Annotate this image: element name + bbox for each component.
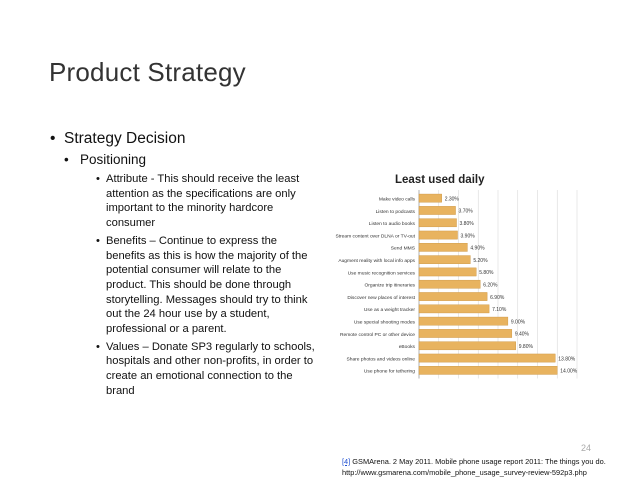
citation-ref-link[interactable]: [4] [342,457,351,466]
bar [418,230,458,240]
bar [418,206,456,215]
data-label: 9.80% [519,344,534,350]
data-label: 3.70% [459,209,474,215]
citation: [4] GSMArena. 2 May 2011. Mobile phone u… [342,456,638,478]
data-label: 6.90% [490,295,505,301]
slide-title: Product Strategy [49,57,246,87]
bar [418,304,490,314]
bullet-attribute: • Attribute - This should receive the le… [96,172,320,231]
citation-text: GSMArena. 2 May 2011. Mobile phone usage… [350,457,606,466]
page-number: 24 [581,443,592,453]
bar [418,255,471,264]
bullet-values-text: Values – Donate SP3 regularly to schools… [106,340,315,397]
bar [418,279,481,289]
bar [418,353,556,363]
category-label: Make video calls [379,196,416,202]
bullet-dot-icon: • [96,234,100,247]
bullet-dot-icon: • [96,173,100,185]
bar [418,366,558,375]
category-label: Listen to podcasts [376,209,416,215]
data-label: 13.80% [558,356,576,362]
category-label: Remote control PC or other device [340,332,415,338]
data-label: 14.00% [560,369,578,375]
bar [418,193,442,203]
category-label: Stream content over DLNA or TV-out [335,233,415,239]
bullet-list: • Strategy Decision • Positioning • Attr… [50,130,320,399]
data-label: 9.40% [515,332,530,338]
category-label: Share photos and videos online [346,356,415,362]
category-label: Use phone for tethering [364,369,415,375]
category-label: Discover new places of interest [347,295,415,301]
bullet-values: • Values – Donate SP3 regularly to schoo… [96,340,320,399]
category-label: eBooks [399,344,416,350]
bullet-attribute-text: Attribute - This should receive the leas… [106,173,300,230]
citation-url[interactable]: http://www.gsmarena.com/mobile_phone_usa… [342,468,587,477]
data-label: 6.20% [483,282,498,288]
data-label: 7.10% [492,307,507,313]
bullet-dot-icon: • [50,130,56,147]
least-used-daily-chart: Make video calls 2.30% Listen to podcasts 3… [327,172,583,384]
bullet-level1-text: Strategy Decision [64,130,186,147]
category-label: Listen to audio books [369,221,416,227]
bar [418,329,513,338]
bullet-benefits: • Benefits – Continue to express the ben… [96,234,320,337]
data-label: 5.80% [479,270,494,276]
bullet-benefits-text: Benefits – Continue to express the benef… [106,234,308,336]
bar [418,341,516,351]
category-label: Use special shooting modes [354,319,416,325]
category-label: Organize trip itineraries [364,283,415,289]
data-label: 3.90% [461,233,476,239]
bullet-dot-icon: • [64,152,69,167]
bar [418,243,468,252]
chart-svg: Make video calls 2.30% Listen to podcasts 3… [335,190,578,379]
bullet-level2-text: Positioning [80,152,147,167]
bar [418,267,477,277]
bullet-level2: • Positioning [64,152,320,167]
bar [418,292,488,301]
category-label: Send MMS [391,246,416,252]
bullet-dot-icon: • [96,340,100,353]
bar [418,218,457,228]
bar [418,316,509,326]
bullet-level1: • Strategy Decision [50,130,320,148]
category-label: Use as a weight tracker [364,307,415,313]
category-label: Augment reality with local info apps [338,258,415,264]
chart-title: Least used daily [395,174,485,186]
data-label: 5.20% [473,258,488,264]
data-label: 4.90% [470,246,485,252]
data-label: 3.80% [460,221,475,227]
data-label: 9.00% [511,319,526,325]
data-label: 2.30% [445,196,460,202]
category-label: Use music recognition services [348,270,416,276]
